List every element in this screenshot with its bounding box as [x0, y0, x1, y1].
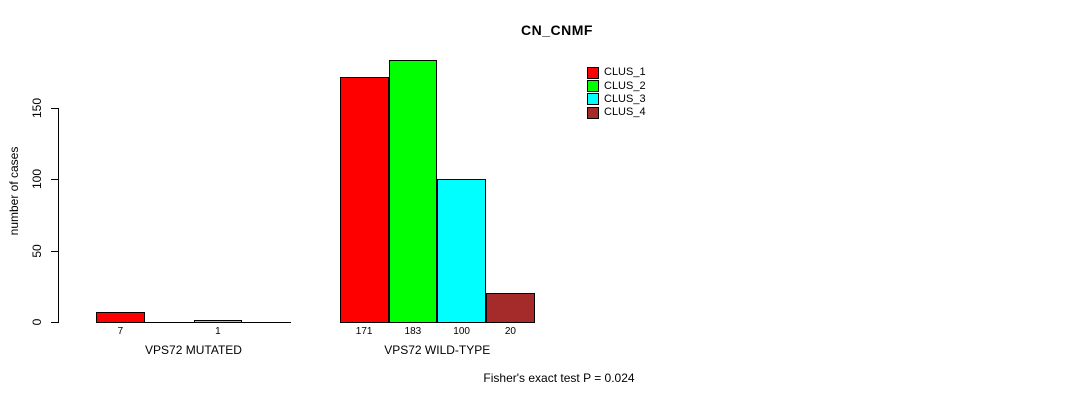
x-group-label: VPS72 MUTATED [145, 343, 242, 357]
y-tick-label: 150 [30, 97, 44, 118]
x-group-label: VPS72 WILD-TYPE [384, 343, 491, 357]
bar [96, 312, 145, 323]
legend-swatch [587, 93, 599, 106]
bar [145, 322, 194, 323]
y-tick-label: 50 [30, 243, 44, 258]
legend-swatch [587, 106, 599, 119]
y-axis-tick [51, 179, 58, 180]
legend-label: CLUS_2 [604, 79, 646, 92]
bar-value-label: 20 [504, 326, 516, 337]
bar-value-label: 100 [453, 326, 470, 337]
annotation-text: Fisher's exact test P = 0.024 [483, 371, 635, 385]
y-axis-tick [51, 250, 58, 252]
bar [437, 179, 486, 323]
bar-value-label: 7 [117, 326, 124, 337]
y-axis-tick [51, 322, 58, 323]
bar-value-label: 171 [355, 326, 373, 337]
bar [486, 293, 535, 323]
legend-row: CLUS_1 [587, 66, 646, 79]
bar [194, 320, 242, 323]
legend-row: CLUS_4 [587, 106, 646, 119]
legend-swatch [587, 80, 599, 93]
y-axis-tick [51, 107, 58, 109]
bar [242, 322, 291, 323]
legend-swatch [587, 66, 599, 79]
bar-value-label: 1 [215, 326, 221, 337]
legend: CLUS_1 CLUS_2 CLUS_3 CLUS_4 [587, 66, 646, 120]
bar-value-label: 183 [404, 326, 422, 337]
y-axis-line [58, 107, 59, 323]
legend-label: CLUS_1 [604, 66, 646, 79]
legend-label: CLUS_3 [604, 92, 646, 105]
y-tick-label: 0 [30, 318, 44, 326]
bar [389, 60, 437, 323]
chart-title: CN_CNMF [521, 22, 593, 38]
legend-row: CLUS_3 [587, 93, 646, 106]
bar [340, 77, 389, 323]
y-tick-label: 100 [30, 168, 44, 190]
legend-label: CLUS_4 [604, 106, 646, 119]
legend-row: CLUS_2 [587, 79, 646, 93]
